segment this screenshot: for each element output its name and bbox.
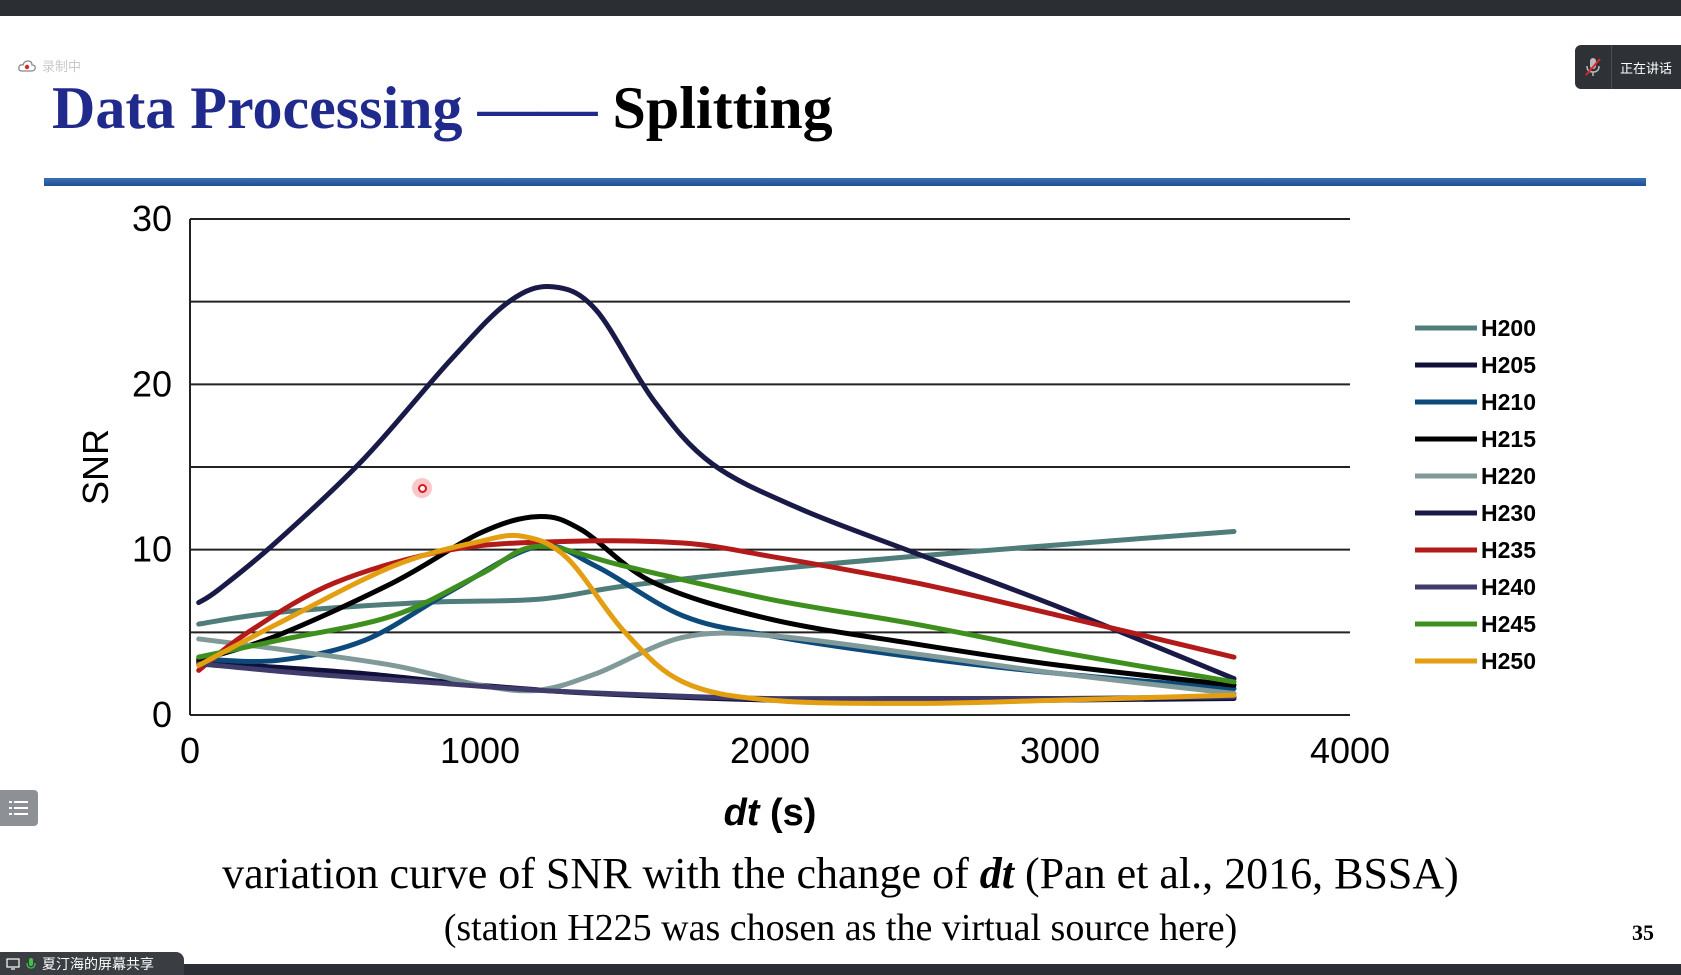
y-tick-label: 10 [132,529,172,570]
caption-line2: (station H225 was chosen as the virtual … [443,907,1238,949]
y-axis-label: SNR [75,429,116,505]
legend-label: H240 [1481,574,1536,600]
title-dash: —— [477,75,598,141]
screen-share-tab[interactable]: 夏汀海的屏幕共享 [0,952,184,975]
share-label: 夏汀海的屏幕共享 [42,955,154,972]
legend-label: H250 [1481,648,1536,674]
legend-label: H205 [1481,352,1536,378]
page-number: 35 [1632,920,1654,945]
recording-label: 录制中 [42,59,82,74]
legend-label: H215 [1481,426,1536,452]
series-line-h220 [196,630,1237,697]
x-tick-label: 4000 [1310,730,1390,771]
series-line-h250 [196,532,1237,706]
speaking-indicator[interactable]: 正在讲话 [1575,45,1681,89]
title-part2: Splitting [612,75,833,141]
x-axis-label: dt (s) [724,792,817,834]
title-rule [44,178,1646,186]
legend-label: H220 [1481,463,1536,489]
x-tick-label: 1000 [440,730,520,771]
y-tick-label: 20 [132,363,172,404]
series-line-h230 [196,284,1237,682]
caption-pre: variation curve of SNR with the change o… [222,849,980,898]
series-line-h235 [196,538,1237,673]
recording-indicator: 录制中 [18,56,81,75]
x-tick-label: 2000 [730,730,810,771]
top-bar [0,0,1681,16]
legend-label: H245 [1481,611,1536,637]
x-tick-label: 0 [180,730,200,771]
laser-pointer [412,478,432,498]
y-tick-label: 30 [132,198,172,239]
legend-label: H200 [1481,315,1536,341]
slide-title: Data Processing —— Splitting [52,78,833,138]
x-tick-label: 3000 [1020,730,1100,771]
y-tick-label: 0 [152,694,172,735]
snr-chart: 0 10 20 30 0 1000 2000 3000 4000 SNR dt (s) H200 H20… [75,198,1536,834]
series-line-h245 [196,543,1237,685]
muted-mic-icon[interactable] [1575,45,1612,89]
speaking-label: 正在讲话 [1620,60,1673,76]
title-part1: Data Processing [52,75,463,141]
legend-label: H230 [1481,500,1536,526]
share-screen-icon [6,957,20,970]
mic-icon [26,957,36,969]
toc-button[interactable] [0,790,38,826]
legend-label: H210 [1481,389,1536,415]
list-icon [9,801,28,815]
bottom-bar [0,964,1681,975]
series-line-h215 [196,514,1237,688]
caption-line1: variation curve of SNR with the change o… [0,848,1681,899]
cloud-record-icon [18,59,36,72]
legend-label: H235 [1481,537,1536,563]
caption-dt: dt [979,849,1014,898]
caption-post: (Pan et al., 2016, BSSA) [1013,849,1459,898]
